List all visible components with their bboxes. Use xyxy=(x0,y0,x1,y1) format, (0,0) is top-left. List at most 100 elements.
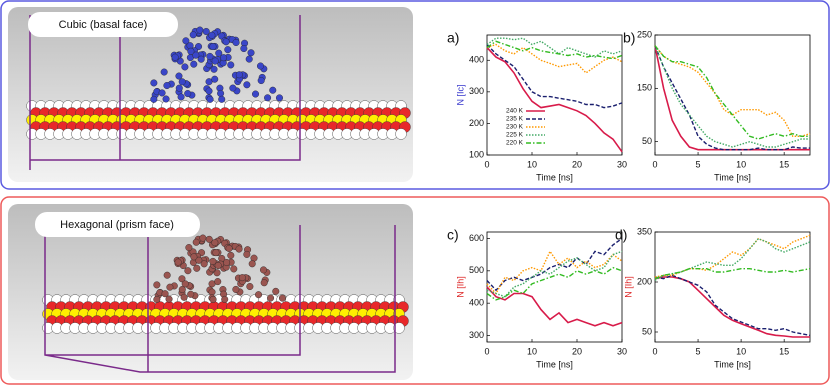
y-tick-label: 50 xyxy=(642,326,652,336)
atom xyxy=(200,260,208,268)
atom xyxy=(252,90,260,98)
x-axis-label: Time [ns] xyxy=(536,359,573,369)
x-tick-label: 15 xyxy=(779,159,789,169)
atom xyxy=(246,283,254,291)
legend-label: 240 K xyxy=(506,108,524,115)
atom xyxy=(187,290,195,298)
atom xyxy=(177,93,185,101)
atom xyxy=(208,31,216,39)
series-line xyxy=(654,45,810,148)
atom xyxy=(218,95,226,103)
atom xyxy=(393,322,405,334)
atom xyxy=(221,295,229,303)
panel-label: a) xyxy=(447,30,459,46)
atom xyxy=(395,128,407,140)
atom xyxy=(150,79,158,87)
atom xyxy=(224,46,232,54)
series-line xyxy=(486,286,623,327)
atom xyxy=(180,293,188,301)
atom xyxy=(230,265,238,273)
atom xyxy=(190,253,198,261)
series-line xyxy=(486,44,623,109)
atom xyxy=(217,89,225,97)
legend-label: 230 K xyxy=(506,124,524,131)
x-tick-label: 0 xyxy=(652,346,657,356)
y-tick-label: 250 xyxy=(637,29,652,39)
atom xyxy=(275,94,283,102)
plot-area xyxy=(654,231,811,343)
atom xyxy=(196,26,204,34)
y-tick-label: 100 xyxy=(469,149,484,159)
y-axis-label: N [Ih] xyxy=(623,276,633,298)
atom xyxy=(209,257,217,265)
atom xyxy=(184,267,192,275)
atom xyxy=(166,283,174,291)
label-pill xyxy=(28,12,178,37)
sim-box xyxy=(29,15,396,373)
atom xyxy=(181,63,189,71)
x-tick-label: 0 xyxy=(652,159,657,169)
x-tick-label: 0 xyxy=(484,159,489,169)
atom xyxy=(150,95,158,103)
plot-area xyxy=(486,34,623,156)
atom xyxy=(235,71,243,79)
plot-area xyxy=(486,231,623,343)
x-tick-label: 20 xyxy=(572,346,582,356)
atom xyxy=(259,266,267,274)
atom xyxy=(227,251,235,259)
panel-label: d) xyxy=(615,227,627,243)
atom xyxy=(238,274,246,282)
atom xyxy=(163,82,171,90)
series-line xyxy=(654,45,810,140)
atom xyxy=(269,86,277,94)
y-tick-label: 150 xyxy=(637,83,652,93)
atom xyxy=(267,294,275,302)
atom xyxy=(199,234,207,242)
atom xyxy=(209,43,217,51)
label-pill xyxy=(35,212,200,237)
series-line xyxy=(654,45,810,151)
series-line xyxy=(486,250,623,298)
series-line xyxy=(486,37,623,58)
series-line xyxy=(654,274,811,336)
atom xyxy=(232,38,240,46)
atom xyxy=(278,294,286,302)
atom xyxy=(184,90,192,98)
atom xyxy=(175,84,183,92)
atom xyxy=(162,95,170,103)
series-line xyxy=(654,237,811,281)
legend-label: 235 K xyxy=(506,116,524,123)
atom xyxy=(264,94,272,102)
y-tick-label: 400 xyxy=(469,298,484,308)
atom xyxy=(205,87,213,95)
atom xyxy=(178,275,186,283)
atom xyxy=(187,47,195,55)
legend-label: 220 K xyxy=(506,140,524,147)
atom xyxy=(206,95,214,103)
panel-label: c) xyxy=(447,227,459,243)
atom xyxy=(182,37,190,45)
atom xyxy=(171,53,179,61)
atom xyxy=(174,258,182,266)
atom xyxy=(212,249,220,257)
x-axis-label: Time [ns] xyxy=(536,172,573,182)
atom xyxy=(243,250,251,258)
atom xyxy=(195,256,203,264)
atom xyxy=(260,279,268,287)
atom xyxy=(206,52,214,60)
atom xyxy=(181,280,189,288)
y-tick-label: 500 xyxy=(469,265,484,275)
series-line xyxy=(486,47,623,153)
x-axis-label: Time [ns] xyxy=(714,172,751,182)
atom xyxy=(211,57,219,65)
atom xyxy=(185,244,193,252)
y-tick-label: 300 xyxy=(469,330,484,340)
y-axis-label: N [Ic] xyxy=(455,84,465,105)
atom xyxy=(211,239,219,247)
atom xyxy=(214,262,222,270)
atom xyxy=(214,278,222,286)
atom xyxy=(161,290,169,298)
atom xyxy=(235,245,243,253)
